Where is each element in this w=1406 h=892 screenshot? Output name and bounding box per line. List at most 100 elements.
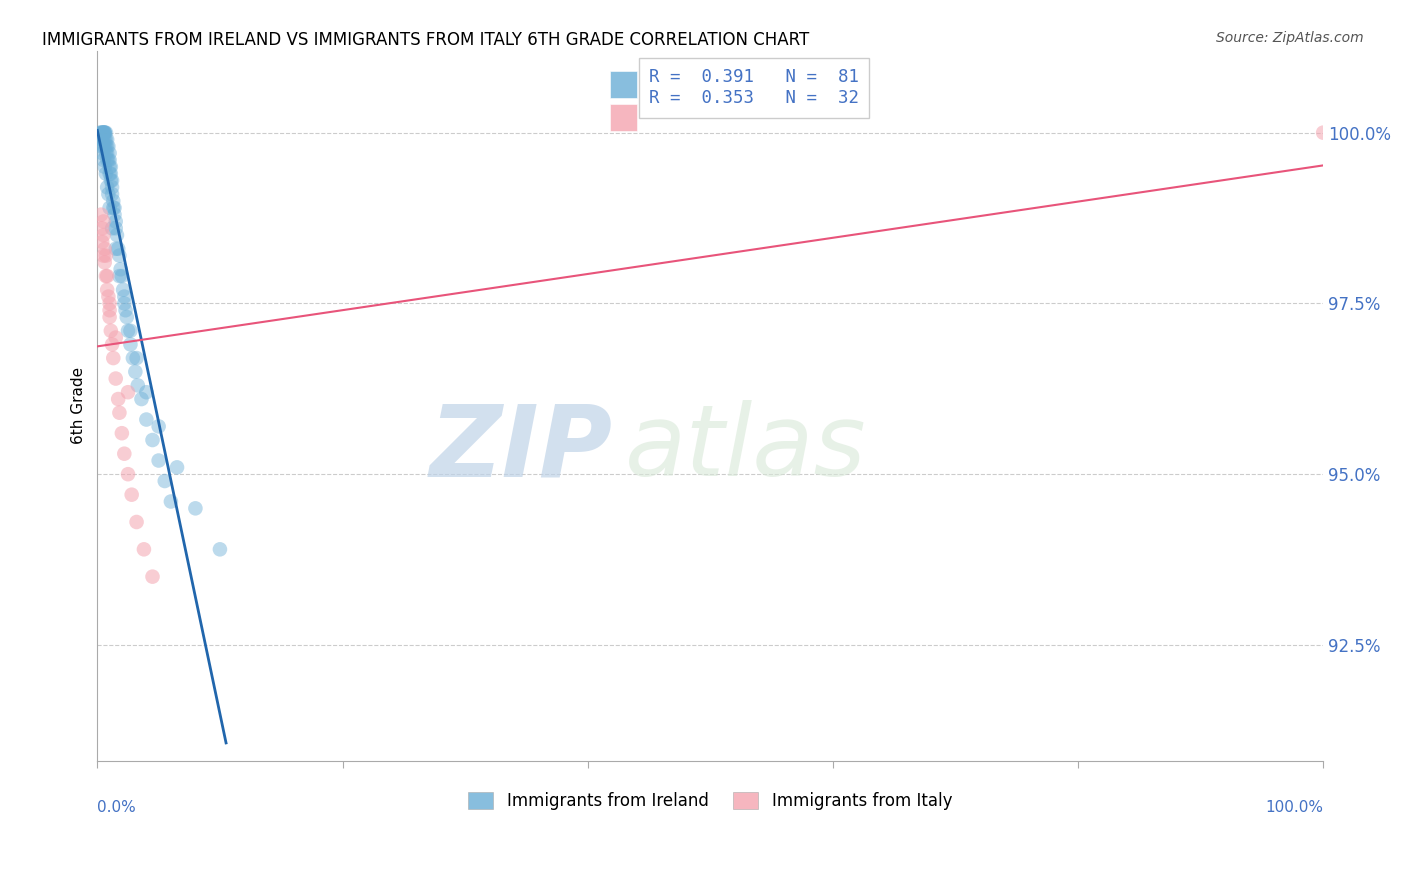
Point — [104, 242, 127, 256]
Point — [160, 494, 183, 508]
Point — [93, 255, 115, 269]
Point — [93, 126, 115, 140]
Point — [97, 139, 120, 153]
Point — [93, 126, 115, 140]
Point — [120, 324, 142, 338]
Point — [107, 392, 129, 406]
Point — [97, 153, 120, 167]
Point — [94, 132, 117, 146]
Point — [127, 378, 149, 392]
Point — [101, 180, 124, 194]
Point — [120, 337, 142, 351]
Point — [96, 269, 118, 284]
Point — [93, 126, 115, 140]
Point — [103, 201, 125, 215]
Point — [103, 201, 125, 215]
Point — [114, 303, 136, 318]
Point — [91, 146, 114, 161]
Point — [101, 221, 124, 235]
Point — [108, 406, 131, 420]
Point — [98, 160, 121, 174]
Point — [101, 173, 124, 187]
Point — [98, 310, 121, 324]
Point — [93, 249, 115, 263]
Point — [117, 324, 139, 338]
Point — [96, 153, 118, 167]
Point — [110, 262, 132, 277]
Bar — [610, 104, 637, 131]
Point — [94, 167, 117, 181]
Point — [107, 242, 129, 256]
Point — [96, 139, 118, 153]
Point — [96, 146, 118, 161]
Point — [91, 235, 114, 249]
Point — [184, 501, 207, 516]
Point — [98, 153, 121, 167]
Point — [100, 160, 122, 174]
Legend: Immigrants from Ireland, Immigrants from Italy: Immigrants from Ireland, Immigrants from… — [461, 785, 959, 817]
Point — [91, 221, 114, 235]
Text: Source: ZipAtlas.com: Source: ZipAtlas.com — [1216, 31, 1364, 45]
Point — [125, 515, 148, 529]
Point — [98, 201, 121, 215]
Point — [105, 228, 128, 243]
Point — [93, 132, 115, 146]
Point — [97, 187, 120, 202]
Point — [148, 419, 170, 434]
Point — [131, 392, 153, 406]
Point — [94, 146, 117, 161]
Point — [135, 412, 157, 426]
Point — [103, 194, 125, 208]
Point — [101, 337, 124, 351]
Point — [101, 187, 124, 202]
Point — [89, 126, 111, 140]
Point — [94, 126, 117, 140]
Point — [122, 351, 145, 365]
Point — [97, 289, 120, 303]
Point — [93, 139, 115, 153]
Point — [93, 126, 115, 140]
Point — [100, 167, 122, 181]
Point — [94, 269, 117, 284]
Point — [94, 139, 117, 153]
Point — [104, 221, 127, 235]
Text: R =  0.391   N =  81
R =  0.353   N =  32: R = 0.391 N = 81 R = 0.353 N = 32 — [650, 69, 859, 107]
Point — [93, 139, 115, 153]
Point — [104, 371, 127, 385]
Text: 0.0%: 0.0% — [97, 800, 136, 815]
Point — [96, 283, 118, 297]
Point — [104, 214, 127, 228]
Point — [112, 289, 135, 303]
Point — [93, 153, 115, 167]
Point — [93, 160, 115, 174]
Point — [132, 542, 155, 557]
Point — [91, 126, 114, 140]
Point — [100, 324, 122, 338]
Point — [93, 214, 115, 228]
Point — [93, 132, 115, 146]
Point — [125, 351, 148, 365]
Point — [98, 296, 121, 310]
Point — [98, 167, 121, 181]
Point — [153, 474, 176, 488]
Point — [93, 228, 115, 243]
Point — [115, 310, 138, 324]
Point — [98, 146, 121, 161]
Point — [90, 132, 112, 146]
Point — [90, 139, 112, 153]
Text: ZIP: ZIP — [429, 400, 612, 497]
Point — [135, 385, 157, 400]
Point — [93, 126, 115, 140]
Point — [103, 351, 125, 365]
Point — [100, 173, 122, 187]
Point — [96, 132, 118, 146]
Point — [112, 296, 135, 310]
Point — [141, 569, 163, 583]
Point — [91, 126, 114, 140]
Y-axis label: 6th Grade: 6th Grade — [72, 368, 86, 444]
Point — [1312, 126, 1334, 140]
Point — [91, 132, 114, 146]
Point — [108, 269, 131, 284]
Text: IMMIGRANTS FROM IRELAND VS IMMIGRANTS FROM ITALY 6TH GRADE CORRELATION CHART: IMMIGRANTS FROM IRELAND VS IMMIGRANTS FR… — [42, 31, 810, 49]
Point — [208, 542, 231, 557]
